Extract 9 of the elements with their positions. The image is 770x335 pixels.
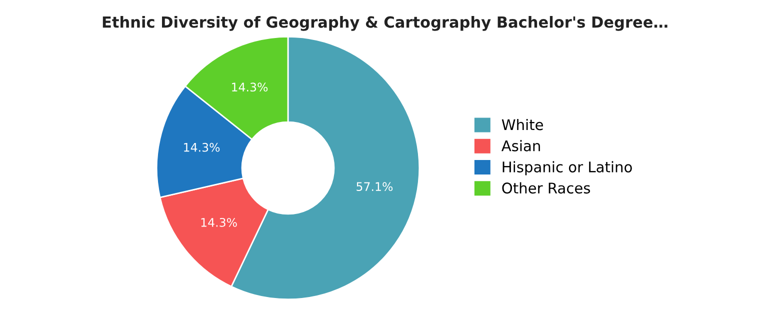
data-label: 57.1% bbox=[356, 182, 393, 192]
legend-label: White bbox=[502, 118, 544, 130]
legend-label: Other Races bbox=[502, 182, 590, 194]
legend-label: Hispanic or Latino bbox=[502, 161, 632, 176]
legend-label: Asian bbox=[501, 140, 540, 152]
data-label: 14.3% bbox=[184, 142, 220, 152]
chart-title: Ethnic Diversity of Geography & Cartography Bachelor's Degree… bbox=[102, 16, 668, 31]
data-label: 14.3% bbox=[201, 218, 237, 227]
data-label: 14.3% bbox=[232, 82, 268, 92]
